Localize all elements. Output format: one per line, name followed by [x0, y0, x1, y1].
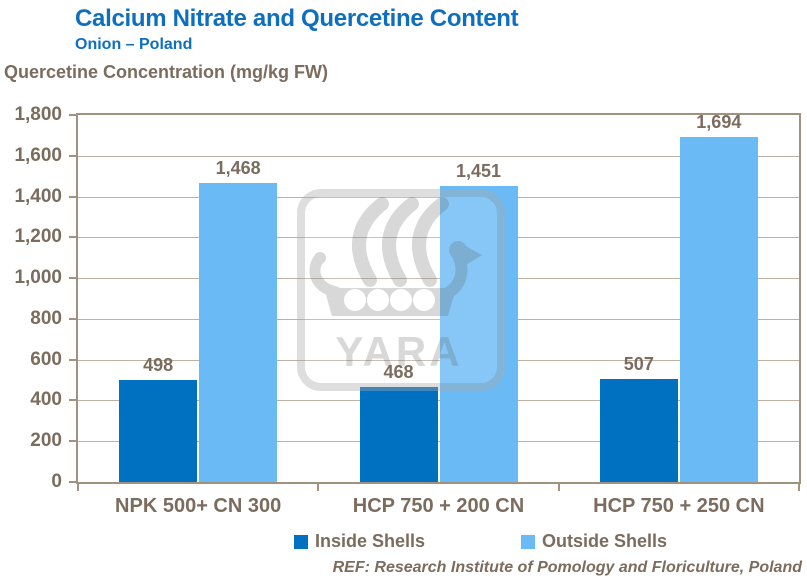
- y-axis-tick-label: 0: [51, 471, 62, 492]
- legend-label: Outside Shells: [542, 531, 668, 551]
- y-axis-title: Quercetine Concentration (mg/kg FW): [4, 62, 329, 82]
- gridline: [78, 318, 799, 320]
- bar-value-label: 1,451: [455, 161, 502, 182]
- gridline: [78, 237, 799, 239]
- yara-logo-watermark: YARA: [297, 189, 505, 391]
- x-axis-category-label: HCP 750 + 200 CN: [352, 495, 525, 517]
- y-axis-tick-label: 1,800: [14, 104, 62, 125]
- y-axis-tick-mark: [69, 114, 78, 116]
- legend-color-swatch: [521, 534, 535, 549]
- bar-value-label: 1,468: [215, 157, 261, 178]
- legend-item-outside-shells: Outside Shells: [521, 531, 667, 552]
- y-axis-tick-label: 1,200: [14, 226, 62, 248]
- legend-color-swatch: [293, 534, 308, 549]
- bar-value-label: 468: [383, 361, 414, 382]
- gridline: [78, 196, 799, 198]
- y-axis-tick-label: 1,600: [14, 144, 62, 166]
- x-axis-category-label: NPK 500+ CN 300: [115, 495, 282, 517]
- y-axis-tick-mark: [69, 317, 78, 320]
- y-axis-tick-label: 1,000: [14, 267, 62, 289]
- gridline: [78, 278, 799, 280]
- y-axis-tick-mark: [69, 236, 78, 239]
- bar-value-label: 507: [623, 353, 654, 374]
- x-axis-tick-mark: [798, 484, 800, 491]
- y-axis-tick-mark: [69, 399, 78, 402]
- y-axis-tick-label: 1,400: [14, 185, 62, 207]
- bar-value-label: 498: [143, 355, 174, 376]
- bar-outside-shells-1: [199, 182, 278, 482]
- x-axis-tick-mark: [77, 484, 79, 491]
- reference-note: REF: Research Institute of Pomology and …: [332, 559, 802, 576]
- y-axis-tick-label: 400: [30, 389, 62, 411]
- watermark-wordmark: YARA: [335, 328, 462, 375]
- y-axis-tick-label: 800: [30, 307, 62, 329]
- bar-outside-shells-3: [679, 136, 758, 482]
- y-axis-tick-mark: [69, 358, 78, 361]
- plot-area: [78, 115, 799, 482]
- y-axis-tick-mark: [69, 277, 78, 280]
- gridline: [78, 155, 799, 157]
- viking-ship-icon: [309, 197, 482, 316]
- y-axis-tick-label: 600: [30, 348, 62, 370]
- chart-legend: Inside Shells Outside Shells: [77, 531, 807, 552]
- y-axis-tick-mark: [69, 195, 78, 198]
- chart-title: Calcium Nitrate and Quercetine Content: [75, 5, 519, 32]
- x-axis-tick-mark: [317, 484, 320, 491]
- x-axis-category-label: HCP 750 + 250 CN: [593, 495, 765, 517]
- gridline: [78, 359, 799, 361]
- bar-inside-shells-3: [599, 378, 678, 482]
- bar-value-label: 1,694: [696, 111, 742, 132]
- gridline: [78, 400, 799, 402]
- gridline: [78, 441, 799, 443]
- legend-label: Inside Shells: [314, 531, 425, 551]
- chart-subtitle: Onion – Poland: [75, 36, 193, 53]
- bar-outside-shells-2: [439, 186, 518, 482]
- bar-inside-shells-1: [119, 380, 198, 482]
- bar-inside-shells-2: [359, 386, 438, 482]
- watermark-border: [297, 189, 505, 391]
- x-axis-tick-mark: [557, 484, 560, 491]
- y-axis-tick-label: 200: [30, 430, 62, 452]
- y-axis-tick-mark: [69, 154, 78, 157]
- y-axis-tick-mark: [69, 440, 78, 443]
- legend-item-inside-shells: Inside Shells: [293, 531, 425, 552]
- y-axis-tick-mark: [69, 481, 78, 483]
